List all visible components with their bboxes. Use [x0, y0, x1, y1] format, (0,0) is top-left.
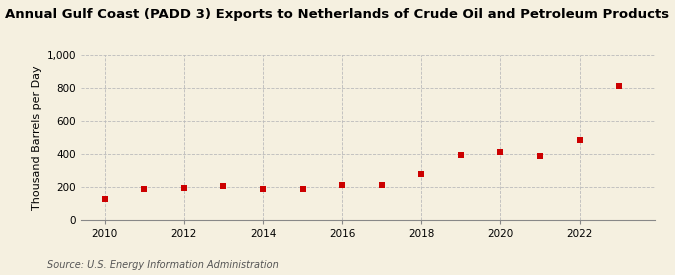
Point [614, 83, 624, 88]
Point [574, 138, 585, 142]
Point [218, 184, 229, 188]
Point [297, 186, 308, 191]
Text: Source: U.S. Energy Information Administration: Source: U.S. Energy Information Administ… [47, 260, 279, 270]
Point [456, 153, 466, 157]
Point [337, 182, 348, 187]
Point [99, 196, 110, 201]
Text: Annual Gulf Coast (PADD 3) Exports to Netherlands of Crude Oil and Petroleum Pro: Annual Gulf Coast (PADD 3) Exports to Ne… [5, 8, 670, 21]
Point [258, 187, 269, 192]
Point [416, 172, 427, 176]
Y-axis label: Thousand Barrels per Day: Thousand Barrels per Day [32, 65, 43, 210]
Point [495, 150, 506, 155]
Point [178, 186, 189, 190]
Point [139, 186, 150, 191]
Point [535, 153, 545, 158]
Point [377, 183, 387, 188]
